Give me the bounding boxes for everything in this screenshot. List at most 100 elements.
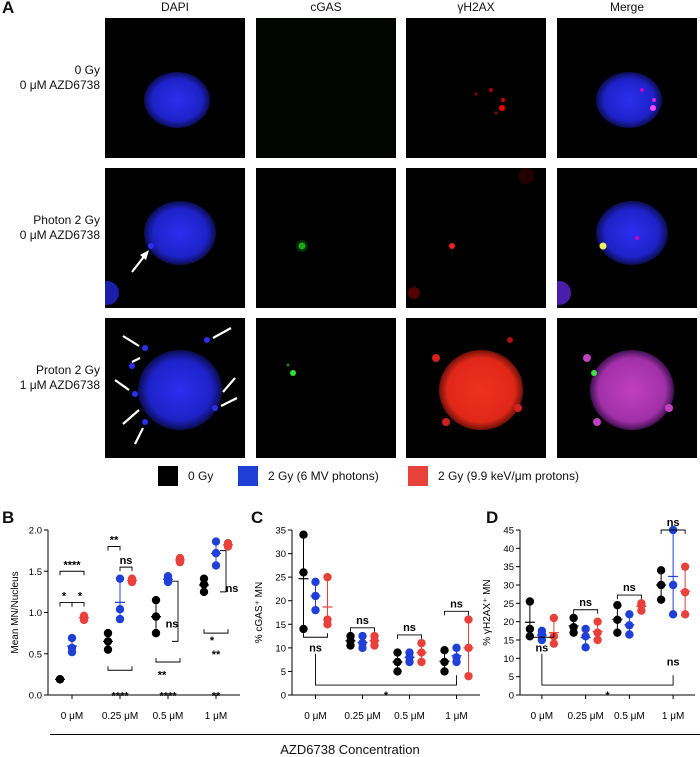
data-point (680, 610, 690, 619)
row-1-drug: 0 μM AZD6738 (19, 78, 100, 92)
significance-label: ns (623, 582, 636, 594)
data-point (464, 643, 473, 653)
significance-bracket (444, 610, 469, 616)
chart-cgas-positive-mn: 0 5 10 15 20 25 30 35 % cGAS⁺ MN 0 μM 0.25 μM 0.5 μ… (254, 526, 480, 722)
micrograph-r2-merge (557, 168, 697, 308)
micrograph-r3-cgas (256, 318, 396, 458)
data-point (593, 617, 602, 626)
data-point (625, 621, 634, 630)
significance-label: ns (226, 583, 239, 595)
x-tick-label: 0.5 μM (614, 711, 645, 722)
y-tick-label: 20 (275, 596, 286, 607)
x-tick-label: 0.25 μM (344, 711, 380, 722)
data-point (79, 611, 89, 620)
data-point (358, 643, 367, 653)
significance-label: ns (356, 615, 369, 627)
data-point (625, 610, 634, 619)
data-point (393, 667, 402, 676)
data-point (393, 657, 402, 667)
x-tick-label: 0.5 μM (153, 711, 184, 722)
data-point (581, 632, 590, 641)
x-tick-label: 0.5 μM (394, 711, 425, 722)
chart-gh2ax-positive-mn: 0 5 10 15 20 25 30 35 40 45 % γH2AX⁺ MN 0 μM 0.25 μM… (482, 517, 695, 722)
significance-bracket (107, 666, 133, 671)
significance-label: * (210, 635, 215, 647)
y-tick-label: 15 (275, 620, 286, 631)
legend-swatch-photons (238, 466, 258, 486)
micrograph-r3-merge (557, 318, 697, 458)
y-tick-label: 0 (281, 691, 286, 702)
y-tick-label: 2.0 (29, 526, 42, 537)
significance-bracket (59, 602, 73, 607)
data-point (613, 615, 622, 625)
data-point (163, 577, 173, 587)
x-tick-label: 0.25 μM (102, 711, 138, 722)
data-point (358, 631, 367, 641)
data-point (417, 638, 426, 648)
data-point (656, 595, 666, 604)
y-tick-label: 1.0 (29, 608, 42, 619)
y-tick-label: 10 (503, 654, 514, 665)
column-header-gh2ax: γH2AX (457, 0, 495, 14)
y-tick-label: 0.5 (29, 649, 42, 660)
data-point (680, 562, 690, 571)
y-tick-label: 15 (503, 636, 514, 647)
y-tick-label: 30 (503, 581, 514, 592)
data-point (656, 566, 666, 575)
significance-label: * (384, 690, 389, 702)
data-point (668, 610, 678, 619)
y-tick-label: 35 (503, 562, 514, 573)
data-point (55, 675, 65, 684)
chart-mean-mn-per-nucleus: 0.0 0.5 1.0 1.5 2.0 Mean MN/Nucleus 0 μM 0.25 μ… (10, 526, 240, 722)
y-tick-label: 45 (503, 526, 514, 537)
significance-label: ns (450, 598, 463, 610)
row-1-dose: 0 Gy (74, 63, 100, 77)
column-header-merge: Merge (609, 0, 644, 14)
significance-bracket (660, 529, 686, 534)
panel-d-letter: D (486, 508, 499, 527)
data-point (370, 641, 379, 650)
data-point (637, 599, 646, 608)
significance-label: * (78, 591, 83, 603)
data-point (569, 613, 578, 623)
significance-bracket (155, 658, 181, 663)
data-point (299, 624, 308, 634)
data-point (440, 667, 449, 676)
micrograph-r2-dapi (105, 168, 245, 308)
micrograph-r3-dapi (105, 318, 245, 458)
significance-label: ** (212, 649, 221, 661)
significance-bracket (315, 653, 457, 686)
y-tick-label: 25 (275, 573, 286, 584)
significance-bracket (119, 566, 133, 572)
data-point (549, 613, 559, 623)
x-tick-label: 0 μM (304, 711, 326, 722)
row-label-1: 0 Gy 0 μM AZD6738 (10, 63, 100, 93)
data-point (211, 548, 221, 558)
data-point (569, 628, 578, 637)
x-title-rule (50, 734, 700, 735)
data-point (452, 657, 461, 667)
legend-swatch-protons (408, 466, 428, 486)
data-point (440, 657, 449, 667)
significance-label: **** (159, 690, 177, 702)
data-point (311, 591, 320, 601)
significance-label: ns (667, 656, 680, 668)
data-point (680, 588, 690, 597)
significance-label: ** (110, 535, 119, 547)
data-point (464, 615, 473, 624)
y-tick-label: 35 (275, 526, 286, 537)
data-point (549, 639, 559, 648)
significance-bracket (107, 546, 121, 551)
micrograph-r3-gh2ax (406, 318, 546, 458)
significance-label: ** (158, 670, 167, 682)
data-point (299, 530, 308, 539)
data-point (103, 645, 113, 654)
y-tick-label: 40 (503, 544, 514, 555)
panel-b-letter: B (2, 508, 15, 527)
significance-bracket (59, 570, 85, 576)
significance-bracket (529, 633, 555, 638)
legend-label-0gy: 0 Gy (188, 469, 214, 483)
data-point (67, 643, 77, 653)
micrograph-r2-cgas (256, 168, 396, 308)
significance-label: ns (579, 597, 592, 609)
